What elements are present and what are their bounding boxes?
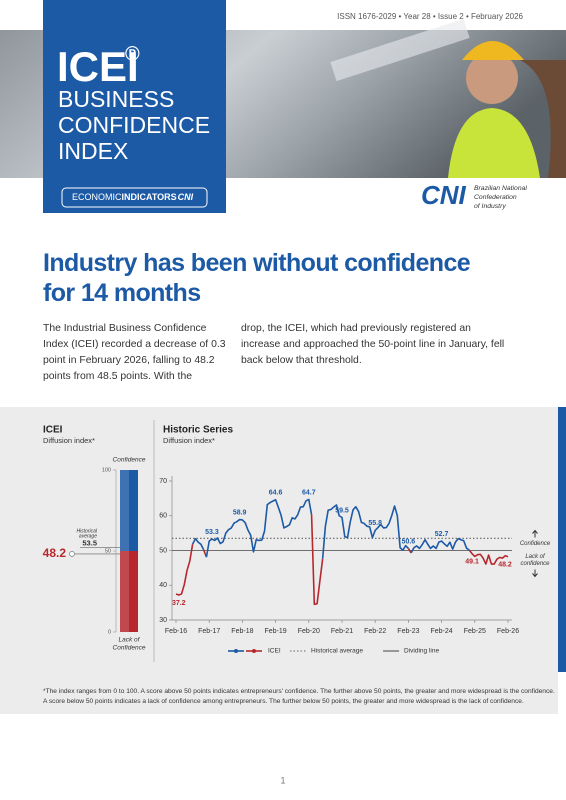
badge-text: ECONOMICINDICATORSCNI bbox=[72, 192, 194, 202]
gauge-title: ICEI bbox=[43, 425, 63, 436]
data-label: 64.6 bbox=[269, 490, 283, 497]
series-line bbox=[410, 537, 470, 554]
x-tick-label: Feb-22 bbox=[364, 628, 386, 635]
issn: ISSN 1676-2029 • Year 28 • Issue 2 • Feb… bbox=[337, 12, 523, 21]
page-number: 1 bbox=[280, 775, 285, 785]
x-tick-label: Feb-24 bbox=[431, 628, 453, 635]
gauge-top-label: Confidence bbox=[113, 457, 146, 464]
y-tick-label: 40 bbox=[159, 582, 167, 589]
headline: Industry has been without confidence bbox=[43, 249, 471, 277]
photo-hair bbox=[520, 60, 566, 178]
x-tick-label: Feb-23 bbox=[397, 628, 419, 635]
org-logo: CNI bbox=[421, 180, 467, 210]
side-label: Confidence bbox=[520, 541, 551, 547]
gauge-lower bbox=[120, 551, 138, 632]
org-name: of Industry bbox=[474, 203, 506, 210]
headline: for 14 months bbox=[43, 279, 201, 307]
series-line bbox=[175, 544, 194, 596]
series-line bbox=[468, 549, 509, 565]
side-label: confidence bbox=[520, 561, 550, 567]
chart-panel bbox=[0, 407, 558, 714]
x-tick-label: Feb-17 bbox=[198, 628, 220, 635]
x-tick-label: Feb-26 bbox=[497, 628, 519, 635]
series-line bbox=[191, 537, 205, 551]
data-label: 53.3 bbox=[205, 529, 219, 536]
legend-dot bbox=[252, 649, 256, 653]
gauge-shade bbox=[120, 470, 129, 632]
badge-word: CNI bbox=[178, 192, 194, 202]
side-label: Lack of bbox=[525, 554, 546, 560]
gauge-upper bbox=[120, 470, 138, 551]
data-label: 49.1 bbox=[465, 558, 479, 565]
gauge-pointer-dot bbox=[69, 551, 75, 557]
x-tick-label: Feb-25 bbox=[464, 628, 486, 635]
brand: ICEI bbox=[57, 43, 139, 90]
series-line bbox=[321, 504, 409, 559]
org-name: Brazilian National bbox=[474, 185, 527, 192]
gauge-tick-label: 0 bbox=[108, 629, 111, 635]
x-tick-label: Feb-20 bbox=[298, 628, 320, 635]
photo-face bbox=[466, 52, 518, 104]
title-line: CONFIDENCE bbox=[58, 112, 210, 138]
average-label: average bbox=[79, 534, 97, 540]
badge-word: INDICATORS bbox=[122, 192, 177, 202]
y-tick-label: 60 bbox=[159, 513, 167, 520]
brand-mark: ® bbox=[125, 43, 140, 65]
gauge-subtitle: Diffusion index* bbox=[43, 436, 95, 445]
org-name: Confederation bbox=[474, 194, 517, 201]
x-tick-label: Feb-21 bbox=[331, 628, 353, 635]
average-value: 53.5 bbox=[82, 538, 97, 547]
data-label: 55.8 bbox=[368, 520, 382, 527]
legend-dot bbox=[234, 649, 238, 653]
photo-beam bbox=[330, 18, 470, 82]
data-label: 52.7 bbox=[435, 531, 449, 538]
data-label: 59.5 bbox=[335, 507, 349, 514]
photo-helmet bbox=[462, 41, 524, 60]
title-line: BUSINESS bbox=[58, 86, 174, 112]
badge bbox=[61, 187, 208, 208]
x-tick-label: Feb-16 bbox=[165, 628, 187, 635]
chart-title: Historic Series bbox=[163, 425, 233, 436]
arrow-up bbox=[532, 529, 538, 538]
legend-label: Historical average bbox=[311, 648, 363, 655]
gauge-bottom-label: Confidence bbox=[113, 645, 146, 652]
data-label: 58.9 bbox=[233, 509, 247, 516]
body-text: The Industrial Business Confidence Index… bbox=[43, 323, 226, 382]
gauge-value: 48.2 bbox=[43, 546, 67, 560]
brand-box bbox=[43, 0, 226, 213]
chart-subtitle: Diffusion index* bbox=[163, 436, 215, 445]
data-label: 48.2 bbox=[498, 562, 512, 569]
legend-label: Dividing line bbox=[404, 648, 439, 655]
footnote: *The index ranges from 0 to 100. A score… bbox=[43, 688, 555, 695]
data-label: 37.2 bbox=[172, 600, 186, 607]
body-text: drop, the ICEI, which had previously reg… bbox=[241, 323, 505, 366]
panel-stripe bbox=[558, 407, 566, 672]
x-tick-label: Feb-18 bbox=[231, 628, 253, 635]
gauge-bottom-label: Lack of bbox=[119, 637, 141, 644]
series-line bbox=[310, 514, 324, 606]
y-tick-label: 70 bbox=[159, 478, 167, 485]
gauge-tick-label: 50 bbox=[105, 548, 111, 554]
title-line: INDEX bbox=[58, 138, 128, 164]
average-label: Historical bbox=[76, 529, 97, 535]
x-tick-label: Feb-19 bbox=[265, 628, 287, 635]
footnote: A score below 50 points indicates a lack… bbox=[43, 698, 524, 705]
y-tick-label: 30 bbox=[159, 617, 167, 624]
series-line bbox=[205, 498, 313, 558]
badge-word: ECONOMIC bbox=[72, 192, 122, 202]
arrow-down bbox=[532, 569, 538, 578]
data-label: 50.6 bbox=[402, 538, 416, 545]
y-tick-label: 50 bbox=[159, 547, 167, 554]
photo-vest bbox=[448, 108, 540, 178]
legend-label: ICEI bbox=[268, 648, 281, 655]
data-label: 64.7 bbox=[302, 489, 316, 496]
gauge-tick-label: 100 bbox=[102, 467, 111, 473]
